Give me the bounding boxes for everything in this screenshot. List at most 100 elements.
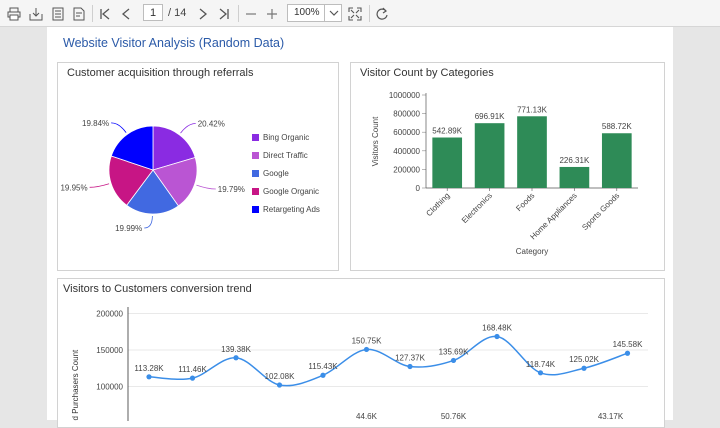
y-axis-title: rs and Purchasers Count	[71, 349, 80, 421]
y-tick-label: 600000	[393, 128, 420, 137]
point-data-label: 118.74K	[526, 360, 556, 369]
y-tick-label: 200000	[96, 310, 123, 319]
x-tick-label: Sports Goods	[580, 191, 621, 232]
toolbar-separator	[369, 5, 370, 22]
previous-page-icon[interactable]	[118, 4, 134, 23]
zoom-value: 100%	[294, 7, 320, 18]
legend-label: Retargeting Ads	[263, 205, 320, 214]
point-data-label: 102.08K	[265, 372, 295, 381]
point-data-label: 125.02K	[569, 355, 599, 364]
legend-label: Direct Traffic	[263, 151, 308, 160]
point-data-label: 145.58K	[613, 340, 643, 349]
series-point	[189, 375, 196, 381]
pie-slice	[110, 125, 154, 171]
bar-data-label: 771.13K	[517, 105, 547, 114]
line-chart: 100000 150000 200000 rs and Purchasers Coun…	[71, 307, 648, 421]
bar	[601, 133, 632, 188]
pie-connector	[196, 184, 216, 190]
partial-data-label: 44.6K	[356, 412, 378, 421]
y-tick-label: 1000000	[389, 91, 421, 100]
fit-page-icon[interactable]	[346, 4, 364, 23]
point-data-label: 127.37K	[395, 354, 425, 363]
bar-chart: 0 200000 400000 600000 800000 1000000 542.89K C…	[371, 91, 638, 256]
bar	[474, 123, 505, 188]
point-data-label: 113.28K	[134, 364, 164, 373]
legend-swatch	[252, 152, 259, 159]
pie-slice	[152, 157, 198, 207]
pie-slice	[108, 155, 154, 206]
series-point	[581, 365, 587, 371]
pie-connector	[89, 183, 110, 188]
export-icon[interactable]	[28, 4, 44, 23]
page-number-input[interactable]: 1	[143, 4, 163, 21]
x-tick-label: Foods	[514, 191, 536, 213]
document-icon[interactable]	[50, 4, 66, 23]
pie-slice	[152, 125, 196, 171]
y-tick-label: 100000	[96, 383, 123, 392]
page-total: / 14	[168, 7, 187, 19]
x-axis-title: Category	[516, 247, 548, 256]
bar-data-label: 226.31K	[559, 156, 589, 165]
y-axis-title: Visitors Count	[371, 116, 380, 166]
point-data-label: 115.43K	[308, 362, 338, 371]
legend-swatch	[252, 134, 259, 141]
pie-data-label: 20.42%	[198, 120, 225, 129]
refresh-icon[interactable]	[374, 4, 390, 23]
y-tick-label: 150000	[96, 346, 123, 355]
y-tick-label: 800000	[393, 110, 420, 119]
partial-data-label: 50.76K	[441, 412, 467, 421]
bar	[517, 116, 547, 188]
series-point	[146, 374, 152, 380]
series-point	[624, 350, 631, 356]
bar-data-label: 542.89K	[432, 127, 462, 136]
y-tick-label: 400000	[393, 147, 420, 156]
zoom-dropdown-icon[interactable]	[324, 5, 342, 21]
bar-data-label: 696.91K	[475, 112, 505, 121]
series-point	[233, 355, 239, 361]
toolbar-separator	[92, 5, 93, 22]
first-page-icon[interactable]	[97, 4, 113, 23]
y-tick-label: 0	[416, 184, 421, 193]
toolbar-separator	[238, 5, 239, 22]
legend-label: Google Organic	[263, 187, 319, 196]
partial-data-label: 43.17K	[598, 412, 624, 421]
pie-slice	[126, 169, 179, 215]
y-tick-label: 200000	[393, 165, 420, 174]
pie-panel: Customer acquisition through referrals 2…	[57, 62, 339, 271]
pie-connector	[144, 215, 153, 229]
bar-panel: Visitor Count by Categories 0 200000 40000…	[350, 62, 665, 271]
point-data-label: 135.69K	[439, 347, 469, 356]
legend-swatch	[252, 188, 259, 195]
series-point	[450, 357, 457, 364]
legend-label: Google	[263, 169, 289, 178]
series-point	[494, 333, 500, 340]
last-page-icon[interactable]	[216, 4, 232, 23]
pie-data-label: 19.84%	[82, 119, 109, 128]
report-title: Website Visitor Analysis (Random Data)	[63, 36, 285, 50]
bar-panel-title: Visitor Count by Categories	[360, 67, 494, 79]
zoom-select[interactable]: 100%	[287, 4, 342, 22]
series-point	[320, 372, 326, 378]
series-line	[148, 335, 628, 387]
next-page-icon[interactable]	[195, 4, 211, 23]
pie-data-label: 19.99%	[115, 224, 142, 233]
bar	[559, 166, 590, 188]
print-icon[interactable]	[6, 4, 22, 23]
x-tick-label: Clothing	[424, 191, 451, 218]
line-panel-title: Visitors to Customers conversion trend	[63, 283, 252, 295]
pie-panel-title: Customer acquisition through referrals	[67, 67, 254, 79]
x-tick-label: Home Appliances	[528, 191, 578, 241]
point-data-label: 150.75K	[352, 336, 382, 345]
point-data-label: 139.38K	[221, 345, 251, 354]
series-point	[537, 370, 544, 376]
legend-swatch	[252, 206, 259, 213]
legend-label: Bing Organic	[263, 133, 309, 142]
series-point	[276, 382, 283, 388]
zoom-in-icon[interactable]	[264, 4, 280, 23]
series-point	[363, 346, 370, 353]
toolbar: 1 / 14 100%	[0, 0, 720, 27]
print-layout-icon[interactable]	[71, 4, 87, 23]
point-data-label: 168.48K	[482, 324, 512, 333]
pie-data-label: 19.95%	[60, 183, 87, 192]
zoom-out-icon[interactable]	[243, 4, 259, 23]
